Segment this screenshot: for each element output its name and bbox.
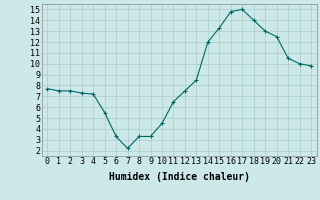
X-axis label: Humidex (Indice chaleur): Humidex (Indice chaleur) [109,172,250,182]
